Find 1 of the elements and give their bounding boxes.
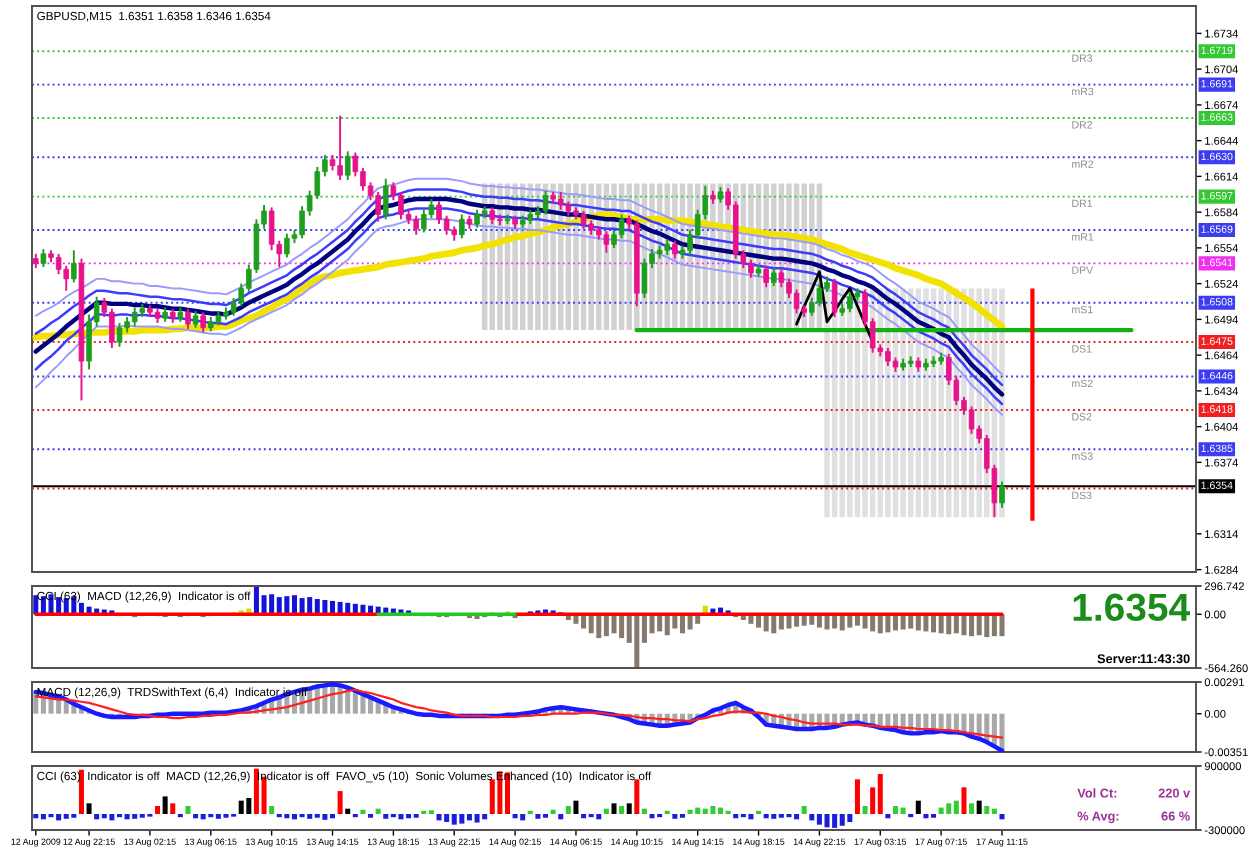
annotation: 1.6354 [1073, 593, 1190, 622]
